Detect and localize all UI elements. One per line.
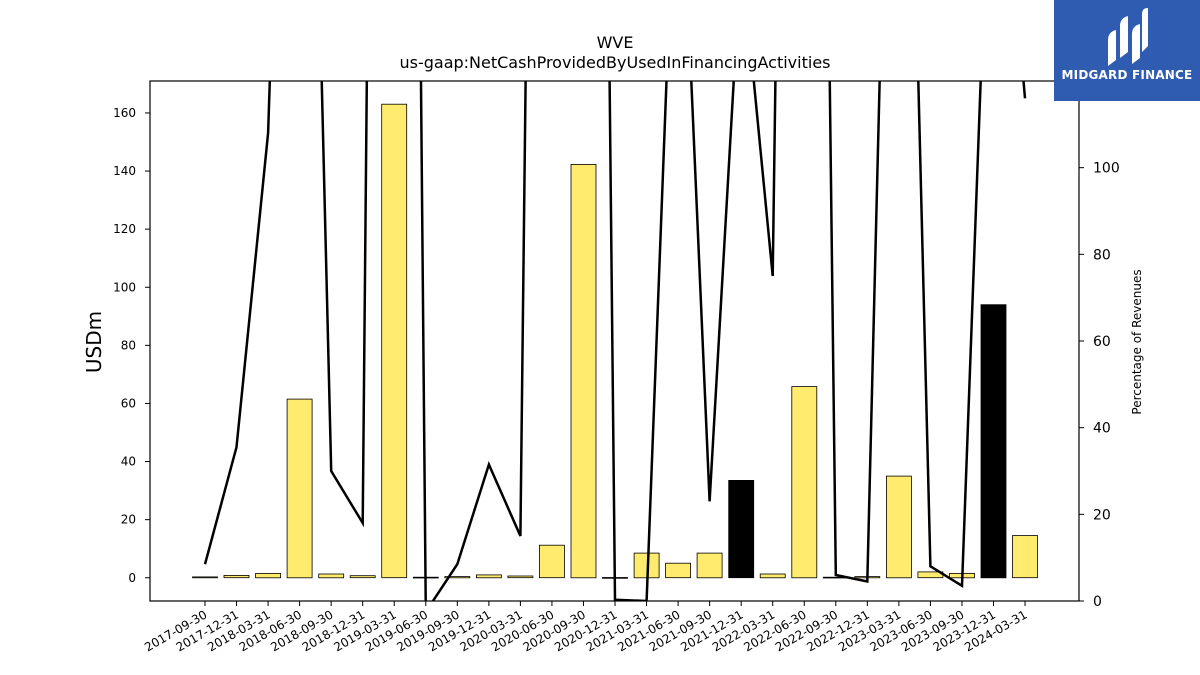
bar-2017-09-30 [192,576,218,579]
bar-2021-09-30 [696,552,723,579]
chart-subtitle: us-gaap:NetCashProvidedByUsedInFinancing… [399,53,830,72]
y2-tick-label: 0 [1093,594,1102,610]
y-tick-label: 160 [113,106,136,120]
bar-2019-09-30 [444,576,471,579]
y2-axis-label: Percentage of Revenues [1130,269,1144,414]
bar-2018-06-30 [286,398,313,579]
bar-series [192,103,1038,579]
y2-tick-label: 20 [1093,507,1111,523]
bar-2019-12-31 [475,574,502,579]
y2-tick-label: 80 [1093,247,1111,263]
bar-2022-06-30 [791,386,818,579]
y-tick-label: 20 [121,513,136,527]
y2-tick-label: 40 [1093,421,1111,437]
revenue-percentage-line [203,81,1027,601]
bar-2018-09-30 [318,573,345,579]
midgard-finance-logo: MIDGARD FINANCE [1054,0,1200,101]
bar-2021-06-30 [665,562,691,579]
y2-tick-label: 100 [1093,161,1120,177]
logo-text: MIDGARD FINANCE [1061,68,1193,82]
y-axis-label: USDm [82,311,106,373]
bar-2020-09-30 [570,163,597,579]
y2-tick-label: 60 [1093,334,1111,350]
bar-2023-03-31 [886,475,912,579]
bar-2022-03-31 [759,573,786,579]
y-tick-label: 140 [113,164,136,178]
y-tick-label: 100 [113,280,136,294]
chart-title: WVE [597,33,634,52]
y-tick-label: 40 [121,455,136,469]
y-axis-left: 0 20 40 60 80 100 120 140 160 [113,106,150,585]
y-tick-label: 0 [128,571,136,585]
y-tick-label: 60 [121,396,136,410]
y-tick-label: 80 [121,338,136,352]
bar-2021-12-31 [728,479,755,579]
logo-mark-icon [1108,8,1148,66]
bar-2020-06-30 [539,544,565,579]
y-tick-label: 120 [113,222,136,236]
y-axis-right: 0 20 40 60 80 100 [1079,161,1120,610]
bar-2017-12-31 [223,575,250,579]
bar-2024-03-31 [1012,535,1038,579]
bar-2018-12-31 [349,575,376,579]
x-axis: 2017-09-302017-12-312018-03-312018-06-30… [142,601,1030,654]
bar-2019-03-31 [381,103,408,579]
line-series [203,81,1027,601]
bar-2020-03-31 [507,575,534,579]
bar-2023-12-31 [980,304,1007,579]
bar-2018-03-31 [255,573,282,579]
